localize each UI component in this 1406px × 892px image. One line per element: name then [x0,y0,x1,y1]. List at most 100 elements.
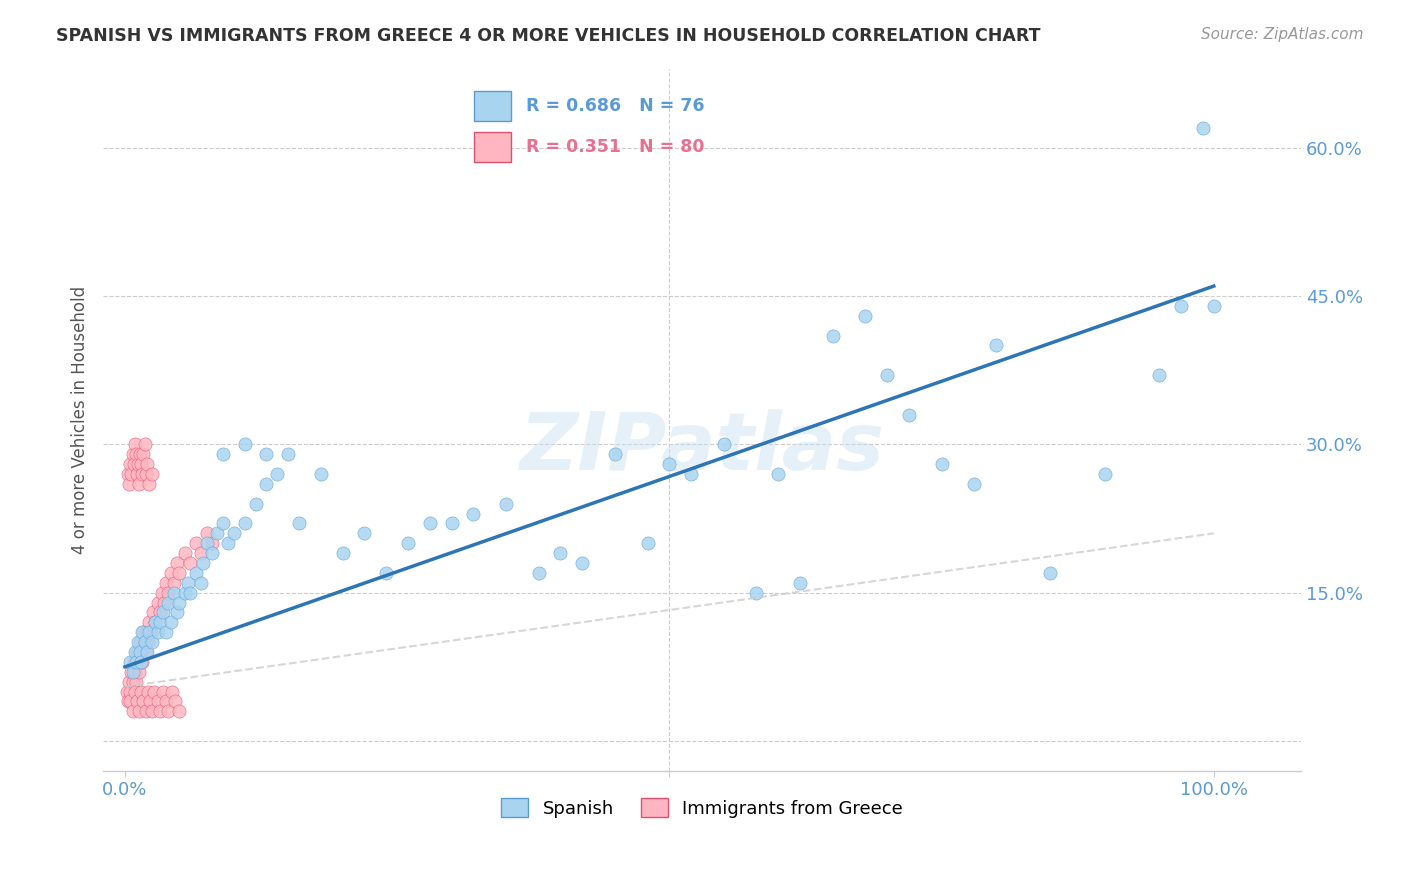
Point [129,655,152,669]
Point [141,635,163,649]
Point [143,684,166,698]
Point [118,476,141,491]
Point [129,457,152,471]
Point [233,437,256,451]
Point [159,615,181,630]
Point [745,585,768,599]
Point [789,575,811,590]
Point [256,476,278,491]
Point [163,575,186,590]
Point [121,704,143,718]
Point [207,526,229,541]
Point [135,645,157,659]
Point [146,625,169,640]
Point [681,467,703,481]
Point [157,585,180,599]
Point [134,635,156,649]
Point [637,536,659,550]
Point [121,447,143,461]
Point [149,704,172,718]
Point [658,457,681,471]
Point [169,566,191,580]
Point [149,606,172,620]
Point [1202,299,1225,313]
Point [190,575,212,590]
Point [157,596,180,610]
Point [138,625,160,640]
Point [146,694,169,708]
Point [122,457,145,471]
Point [125,694,148,708]
Point [135,704,157,718]
Point [212,516,235,531]
Point [984,338,1007,352]
Point [120,457,142,471]
Point [309,467,332,481]
Point [131,625,153,640]
Point [131,467,153,481]
Point [440,516,463,531]
Point [128,476,150,491]
Point [131,655,153,669]
Point [1094,467,1116,481]
Point [931,457,953,471]
Point [134,635,156,649]
Point [160,684,183,698]
Point [155,575,177,590]
Point [124,665,146,679]
Point [495,497,517,511]
Point [233,516,256,531]
Point [129,635,152,649]
Point [132,625,155,640]
Point [125,467,148,481]
Point [138,476,160,491]
Point [127,655,149,669]
Point [145,615,167,630]
Point [124,684,146,698]
Point [129,645,152,659]
Point [128,704,150,718]
Point [149,615,172,630]
Point [132,694,155,708]
Point [152,606,174,620]
Point [169,704,191,718]
Point [129,645,152,659]
Point [120,694,142,708]
Point [121,674,143,689]
Point [222,526,245,541]
Point [125,645,148,659]
Point [135,467,157,481]
Point [288,516,311,531]
Point [127,457,149,471]
Point [124,645,146,659]
Point [963,476,986,491]
Point [125,674,148,689]
Point [1039,566,1062,580]
Point [157,704,180,718]
Point [118,674,141,689]
Point [128,665,150,679]
Point [184,536,207,550]
Point [145,615,167,630]
Point [212,447,235,461]
Point [120,467,142,481]
Point [179,556,201,570]
Point [603,447,626,461]
Point [876,368,898,383]
Point [142,606,165,620]
Point [153,596,176,610]
Point [163,585,186,599]
Point [184,566,207,580]
Point [136,684,159,698]
Point [129,684,152,698]
Y-axis label: 4 or more Vehicles in Household: 4 or more Vehicles in Household [72,285,89,554]
Point [193,556,215,570]
Point [155,625,177,640]
Text: Source: ZipAtlas.com: Source: ZipAtlas.com [1201,27,1364,42]
Point [150,585,173,599]
Point [117,694,139,708]
Point [139,694,162,708]
Point [527,566,550,580]
Point [897,408,920,422]
Point [853,309,876,323]
